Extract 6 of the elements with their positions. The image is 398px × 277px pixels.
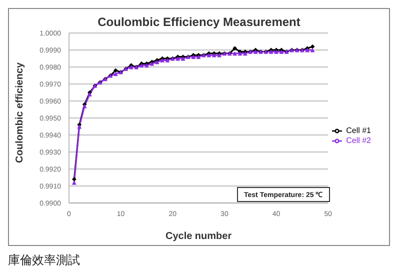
x-axis-title: Cycle number <box>165 231 232 242</box>
legend-label: Cell #1 <box>346 126 371 136</box>
chart-title: Coulombic Efficiency Measurement <box>96 15 302 29</box>
y-axis-title: Coulombic efficiency <box>14 62 26 163</box>
text: 庫倫效率測試 <box>8 252 81 269</box>
legend-label: Cell #2 <box>346 136 371 146</box>
